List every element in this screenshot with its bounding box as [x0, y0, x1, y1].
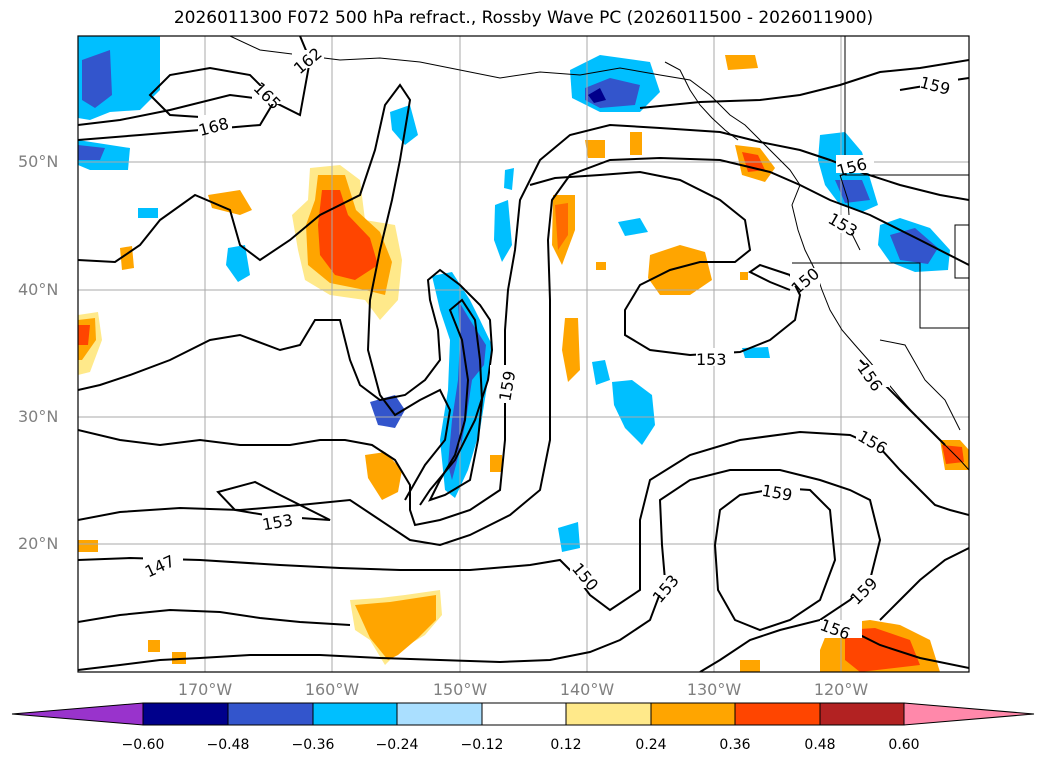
- colorbar-extend-low: [11, 702, 144, 726]
- lon-label: 160°W: [304, 680, 360, 699]
- map-title: 2026011300 F072 500 hPa refract., Rossby…: [173, 8, 874, 28]
- colorbar-tick: 0.60: [888, 737, 920, 753]
- lat-label: 50°N: [18, 152, 59, 171]
- positive-anomaly-shading: [78, 55, 969, 672]
- lon-label: 120°W: [813, 680, 869, 699]
- colorbar-tick: −0.24: [375, 737, 419, 753]
- lat-label: 30°N: [18, 407, 59, 426]
- colorbar-tick: 0.36: [719, 737, 751, 753]
- map-plot-area: [78, 36, 969, 672]
- colorbar-tick: 0.48: [804, 737, 836, 753]
- lon-label: 170°W: [177, 680, 233, 699]
- colorbar-tick: −0.48: [206, 737, 250, 753]
- map-gridlines: [78, 36, 969, 672]
- colorbar-tick: 0.24: [635, 737, 667, 753]
- lon-label: 150°W: [432, 680, 488, 699]
- colorbar-extend-high: [903, 702, 1035, 726]
- colorbar-tick: −0.36: [291, 737, 335, 753]
- contour-label: 153: [696, 350, 727, 369]
- negative-anomaly-shading: [78, 36, 950, 552]
- lon-label: 140°W: [559, 680, 615, 699]
- lat-label: 40°N: [18, 280, 59, 299]
- map-frame: [77, 35, 970, 673]
- lat-label: 20°N: [18, 534, 59, 553]
- lon-label: 130°W: [686, 680, 742, 699]
- colorbar-tick: −0.60: [121, 737, 165, 753]
- colorbar: [11, 702, 1035, 726]
- colorbar-tick: −0.12: [460, 737, 504, 753]
- colorbar-tick: 0.12: [550, 737, 582, 753]
